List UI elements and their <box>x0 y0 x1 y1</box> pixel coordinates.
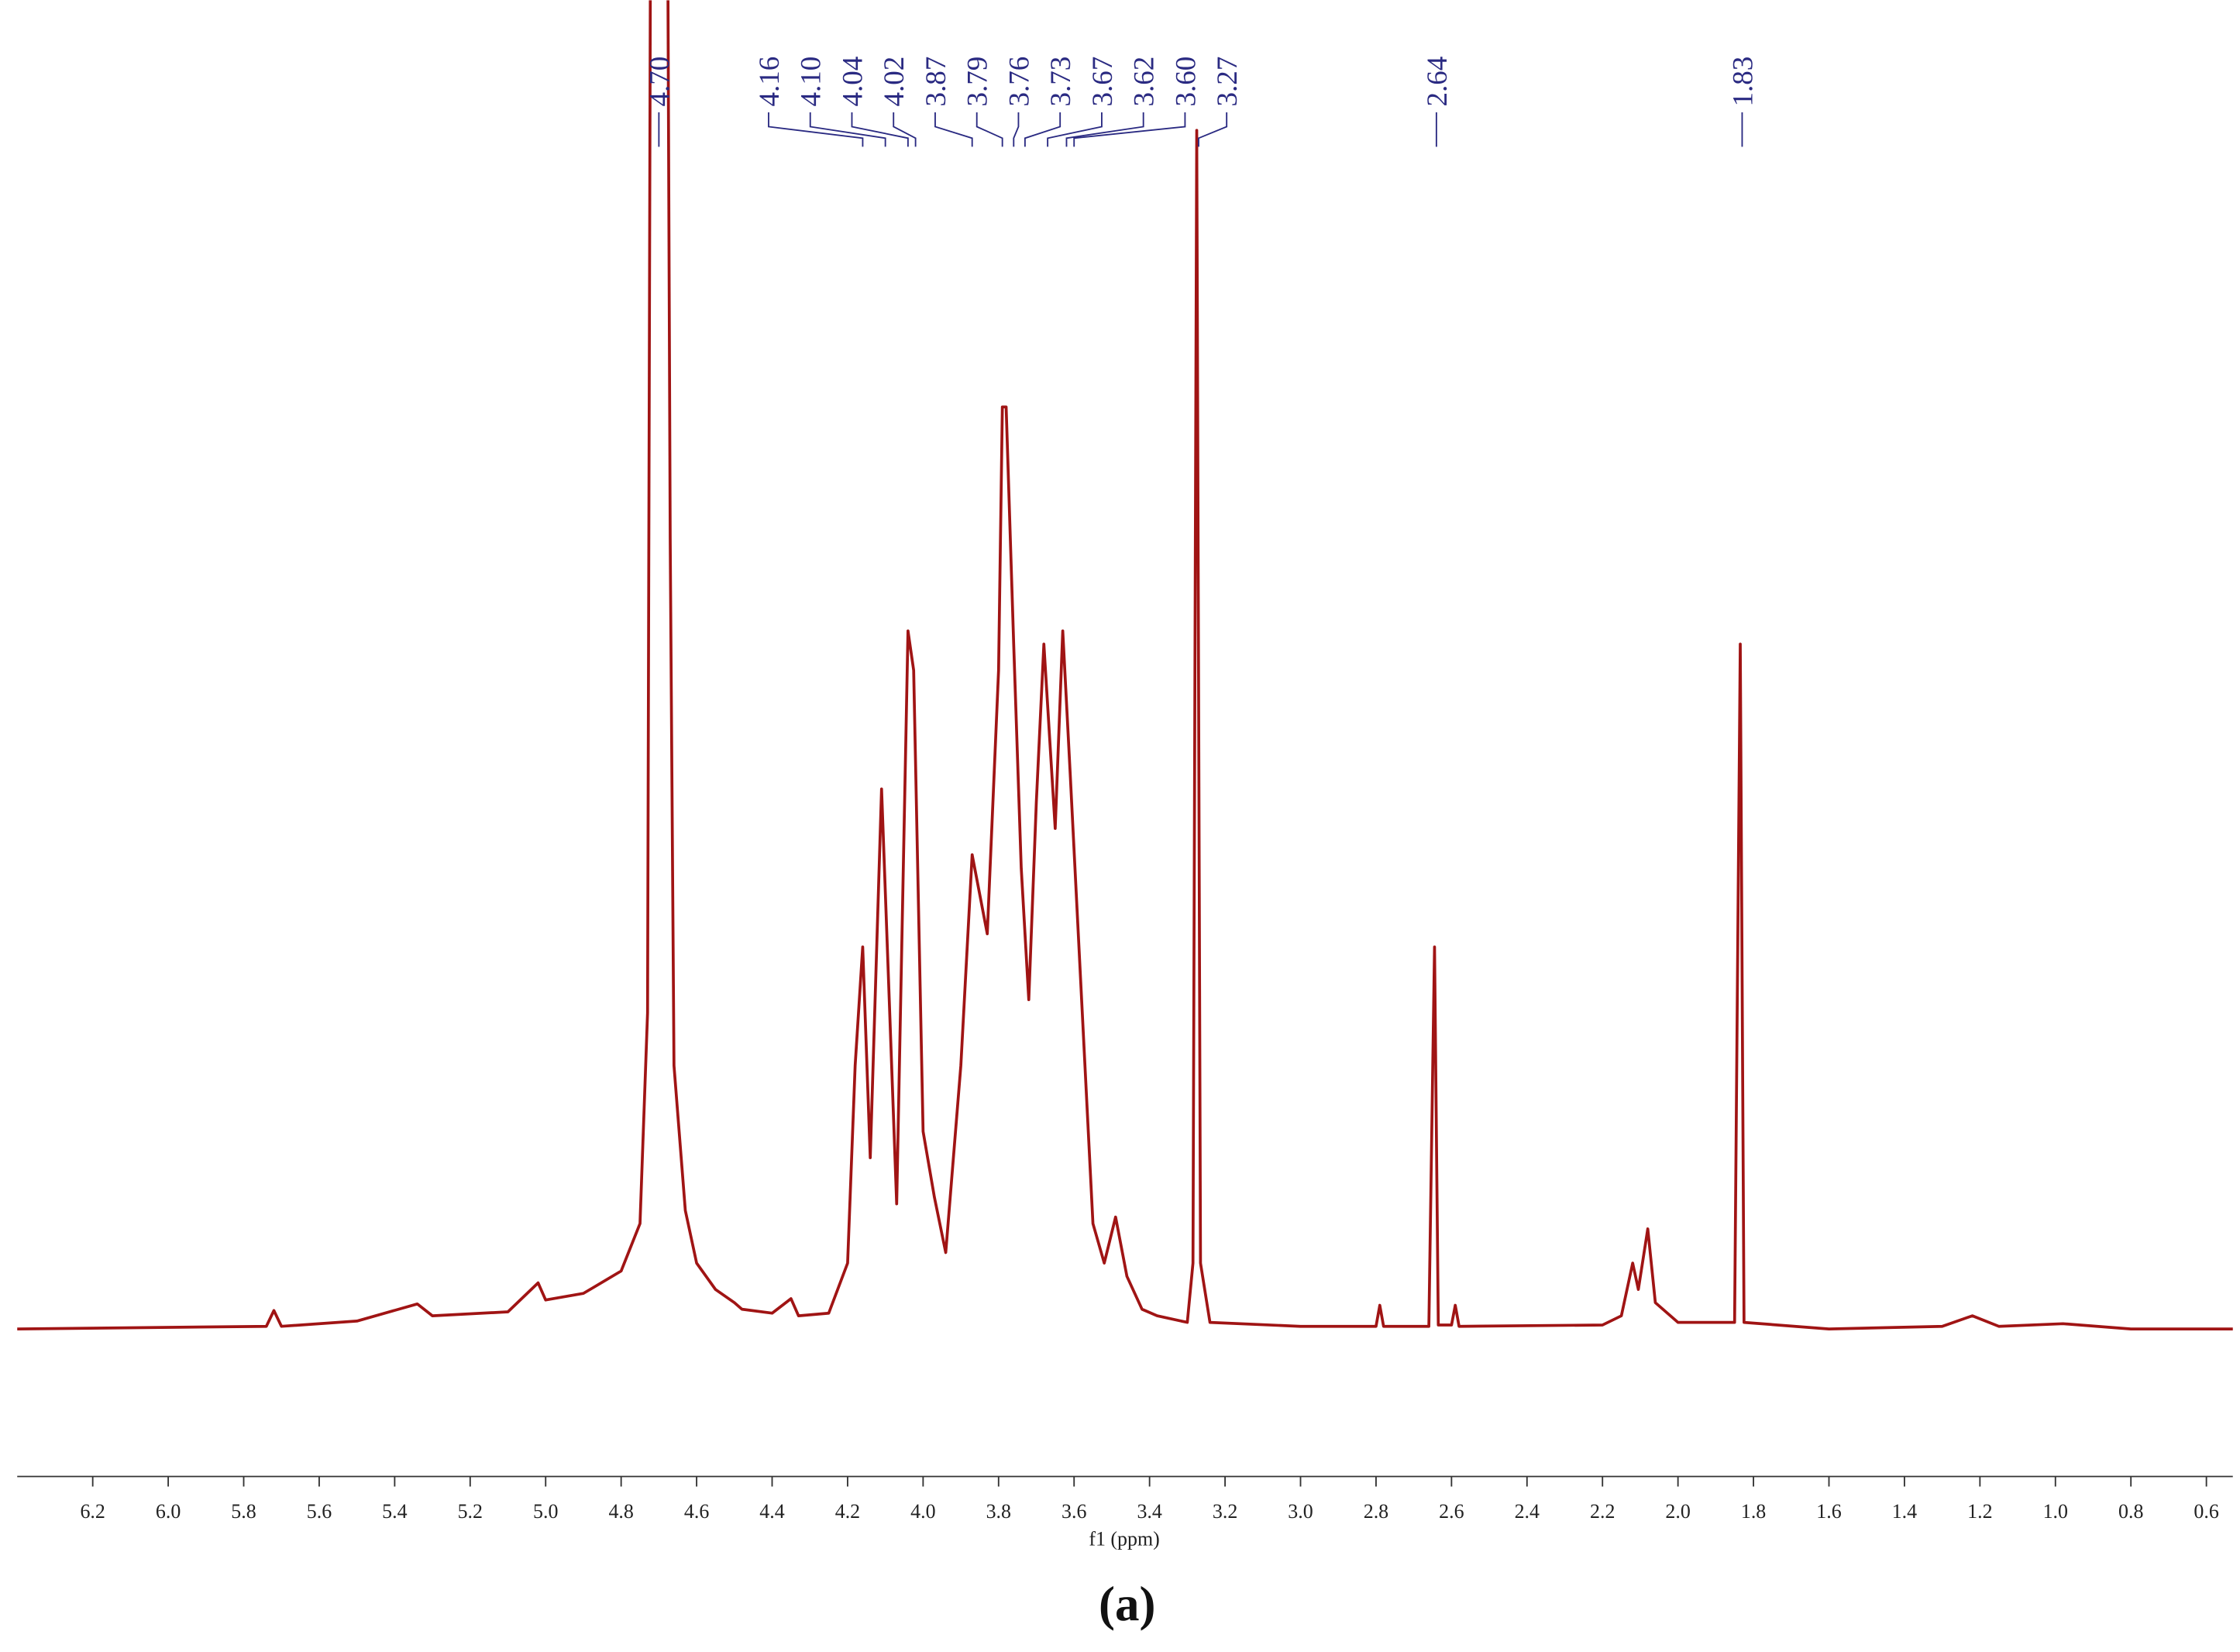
peak-connector <box>893 112 917 147</box>
peak-label: 4.04 <box>837 57 869 107</box>
spectrum-line <box>17 0 2233 1330</box>
peak-label: 3.60 <box>1170 57 1202 107</box>
x-tick-label: 2.4 <box>1515 1500 1540 1523</box>
x-tick-label: 1.2 <box>1967 1500 1992 1523</box>
peak-label: 3.62 <box>1129 57 1161 107</box>
x-tick-label: 4.2 <box>835 1500 860 1523</box>
x-tick-label: 3.2 <box>1213 1500 1237 1523</box>
peak-label: 3.87 <box>920 57 952 107</box>
x-tick-label: 1.6 <box>1816 1500 1841 1523</box>
peak-connector <box>851 112 909 147</box>
x-tick-label: 1.0 <box>2043 1500 2068 1523</box>
x-tick-label: 6.2 <box>80 1500 105 1523</box>
x-tick-label: 3.8 <box>986 1500 1011 1523</box>
x-tick-label: 5.8 <box>231 1500 256 1523</box>
peak-connector <box>1198 112 1228 147</box>
caption: (a) <box>1099 1577 1155 1631</box>
peak-connector <box>768 112 864 147</box>
peak-label: 4.10 <box>796 57 828 107</box>
x-tick-label: 5.6 <box>307 1500 332 1523</box>
peak-label: 3.67 <box>1087 57 1119 107</box>
x-tick-label: 4.6 <box>684 1500 709 1523</box>
x-tick-label: 4.4 <box>759 1500 784 1523</box>
peak-connector <box>1073 112 1186 147</box>
peak-label: 2.64 <box>1422 57 1454 107</box>
peak-label: 4.70 <box>644 57 676 107</box>
x-tick-label: 4.0 <box>910 1500 935 1523</box>
peak-connector <box>934 112 973 147</box>
x-tick-label: 0.6 <box>2194 1500 2218 1523</box>
peak-label: 3.27 <box>1212 57 1244 107</box>
peak-label: 4.16 <box>754 57 786 107</box>
x-tick-label: 6.0 <box>156 1500 181 1523</box>
x-tick-label: 5.2 <box>458 1500 483 1523</box>
x-axis-label: f1 (ppm) <box>1089 1527 1159 1550</box>
x-tick-label: 2.0 <box>1665 1500 1690 1523</box>
x-tick-label: 2.6 <box>1439 1500 1464 1523</box>
x-tick-label: 3.6 <box>1062 1500 1086 1523</box>
peak-connector <box>975 112 1003 147</box>
x-tick-label: 3.0 <box>1288 1500 1313 1523</box>
peak-label: 3.79 <box>962 57 994 107</box>
x-tick-label: 1.4 <box>1892 1500 1917 1523</box>
x-tick-label: 5.0 <box>533 1500 558 1523</box>
peak-connector <box>1013 112 1020 147</box>
peak-label: 1.83 <box>1727 57 1759 107</box>
x-tick-label: 5.4 <box>382 1500 407 1523</box>
peak-label: 3.76 <box>1003 57 1035 107</box>
peak-connector <box>1047 112 1103 147</box>
x-tick-label: 1.8 <box>1741 1500 1766 1523</box>
x-tick-label: 4.8 <box>608 1500 633 1523</box>
x-tick-label: 2.8 <box>1364 1500 1388 1523</box>
peak-label: 4.02 <box>879 57 910 107</box>
x-tick-label: 0.8 <box>2118 1500 2143 1523</box>
peak-label: 3.73 <box>1045 57 1077 107</box>
x-tick-label: 3.4 <box>1137 1500 1161 1523</box>
x-tick-label: 2.2 <box>1590 1500 1615 1523</box>
peak-connector <box>809 112 886 147</box>
peak-connector <box>1024 112 1062 147</box>
peak-connector <box>1065 112 1144 147</box>
